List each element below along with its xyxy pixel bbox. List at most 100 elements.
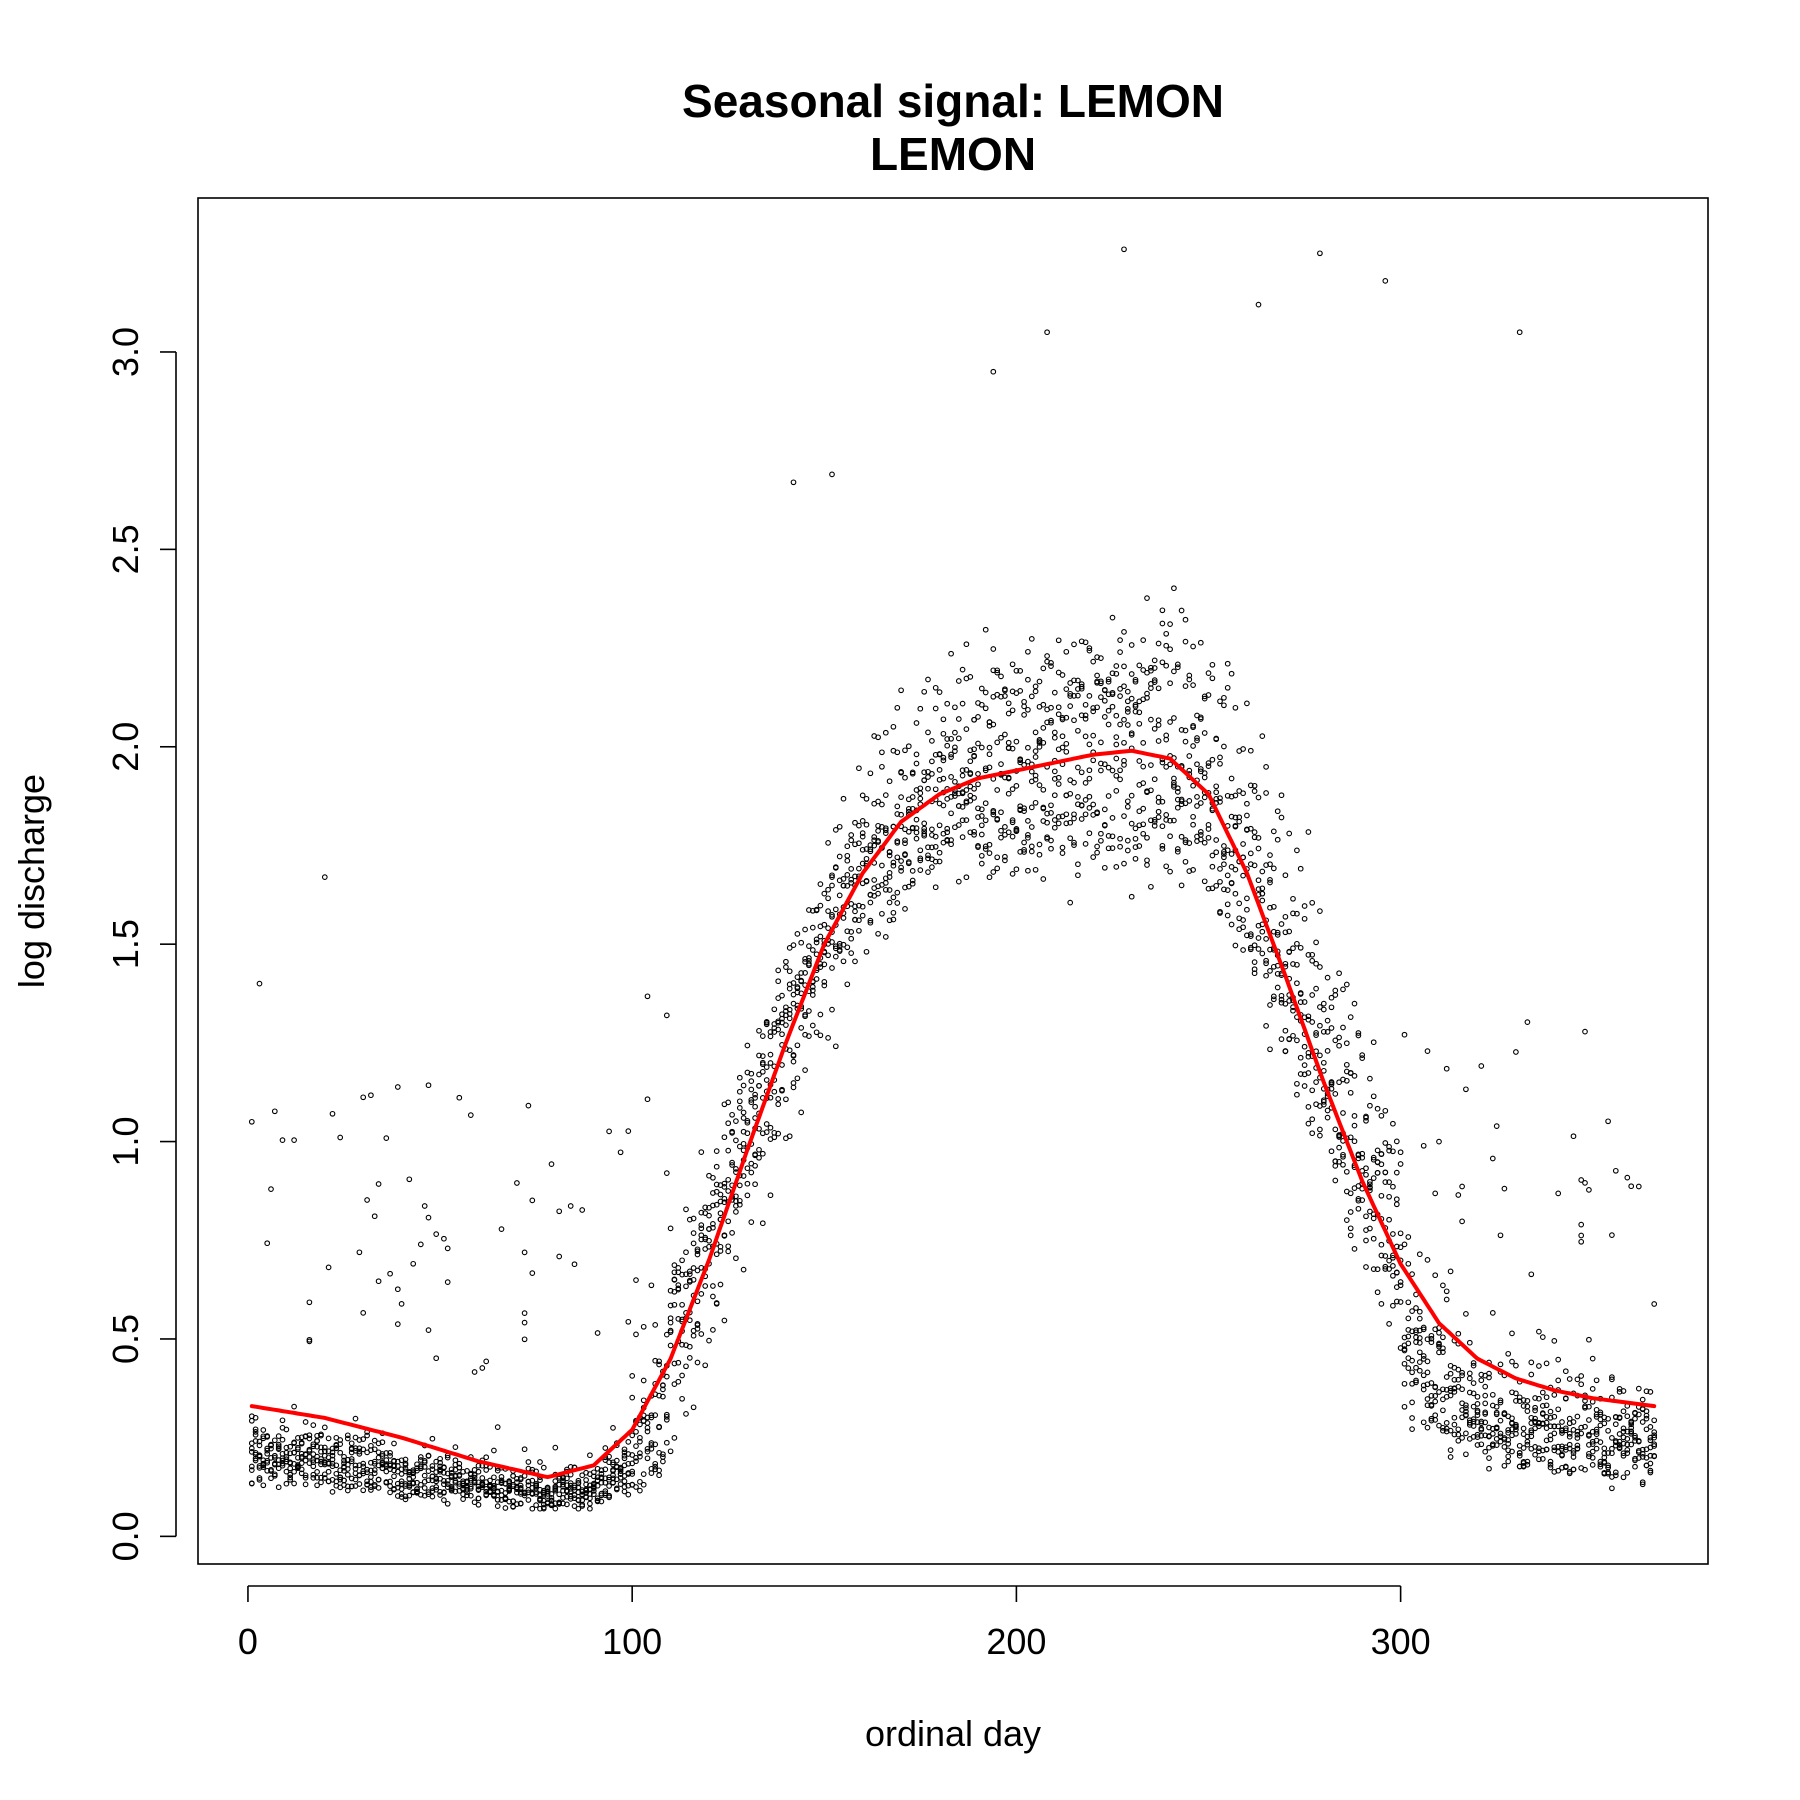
data-point [564, 1501, 570, 1508]
data-point [1255, 845, 1262, 852]
y-axis-label: log discharge [11, 774, 52, 988]
data-point [752, 1162, 758, 1169]
data-point [736, 1143, 743, 1150]
data-point [1132, 676, 1139, 683]
data-point [1559, 1452, 1565, 1459]
data-point [1124, 798, 1131, 805]
data-point [1620, 1474, 1627, 1481]
data-point [398, 1478, 405, 1485]
data-point [1647, 1469, 1654, 1476]
data-point [879, 910, 885, 917]
data-point [625, 1491, 632, 1498]
data-point [502, 1505, 509, 1511]
data-point [656, 1358, 662, 1365]
data-point [1036, 678, 1043, 685]
data-point [1294, 940, 1300, 947]
data-point [529, 1505, 536, 1512]
data-point [775, 1019, 782, 1026]
data-point [821, 961, 828, 968]
data-point [1359, 1154, 1366, 1161]
data-point [1501, 1185, 1508, 1192]
data-point [667, 1315, 674, 1322]
data-point [1324, 1029, 1331, 1035]
data-point [836, 892, 843, 899]
data-point [944, 700, 951, 707]
data-point [736, 1105, 743, 1111]
data-point [1190, 682, 1196, 688]
data-point [1124, 837, 1131, 844]
data-point [856, 927, 862, 934]
data-point [383, 1457, 390, 1463]
data-point [1163, 630, 1170, 637]
data-point [1532, 1451, 1538, 1458]
data-point [1470, 1390, 1477, 1397]
data-point [725, 1243, 732, 1250]
data-point [264, 1240, 271, 1247]
data-point [1428, 1401, 1435, 1408]
data-point [848, 901, 855, 907]
data-point [1094, 843, 1100, 850]
data-point [1605, 1450, 1611, 1456]
data-point [629, 1432, 636, 1439]
data-point [648, 1445, 655, 1452]
data-point [975, 771, 981, 777]
data-point [744, 1165, 751, 1172]
data-point [514, 1475, 520, 1482]
data-point [905, 859, 912, 865]
data-point [1586, 1336, 1592, 1343]
data-point [836, 823, 843, 830]
data-point [1639, 1479, 1646, 1486]
data-point [1447, 1447, 1454, 1453]
data-point [859, 792, 866, 799]
data-point [1436, 1389, 1442, 1395]
data-point [287, 1476, 294, 1483]
data-point [863, 855, 870, 862]
data-point [1244, 700, 1250, 707]
data-point [829, 913, 835, 920]
data-point [694, 1246, 701, 1253]
data-point [1497, 1361, 1504, 1368]
data-point [959, 700, 966, 707]
data-point [310, 1422, 317, 1428]
data-point [644, 1428, 651, 1435]
data-point [1597, 1409, 1604, 1416]
data-point [494, 1467, 501, 1474]
data-point [1228, 851, 1235, 857]
data-point [1151, 776, 1158, 783]
data-point [959, 817, 966, 824]
data-point [802, 1067, 808, 1073]
data-point [1420, 1326, 1427, 1333]
data-point [1455, 1426, 1462, 1433]
data-point [1628, 1424, 1635, 1431]
data-point [1121, 629, 1127, 635]
data-point [1098, 678, 1104, 685]
data-point [1025, 648, 1031, 655]
data-point [1136, 720, 1143, 727]
chart-subtitle: LEMON [870, 128, 1036, 180]
data-point [1520, 1397, 1527, 1403]
data-point [767, 1051, 774, 1058]
data-point [955, 678, 962, 684]
data-point [1374, 1169, 1381, 1176]
data-point [1605, 1118, 1611, 1125]
data-point [1317, 1132, 1323, 1139]
data-point [909, 770, 916, 777]
data-point [1171, 817, 1177, 824]
data-point [460, 1496, 466, 1502]
data-point [1002, 686, 1008, 693]
data-point [1082, 733, 1089, 740]
data-point [248, 1449, 255, 1455]
data-point [590, 1488, 597, 1494]
data-point [414, 1486, 420, 1493]
data-point [1274, 929, 1281, 936]
data-point [1463, 1405, 1469, 1411]
data-point [759, 1068, 766, 1075]
data-point [733, 1209, 739, 1215]
data-point [786, 1133, 793, 1140]
data-point [1440, 1349, 1446, 1355]
data-point [1532, 1395, 1538, 1401]
data-point [798, 977, 805, 984]
data-point [729, 1162, 735, 1168]
data-point [667, 1342, 674, 1349]
data-point [1390, 1272, 1396, 1279]
